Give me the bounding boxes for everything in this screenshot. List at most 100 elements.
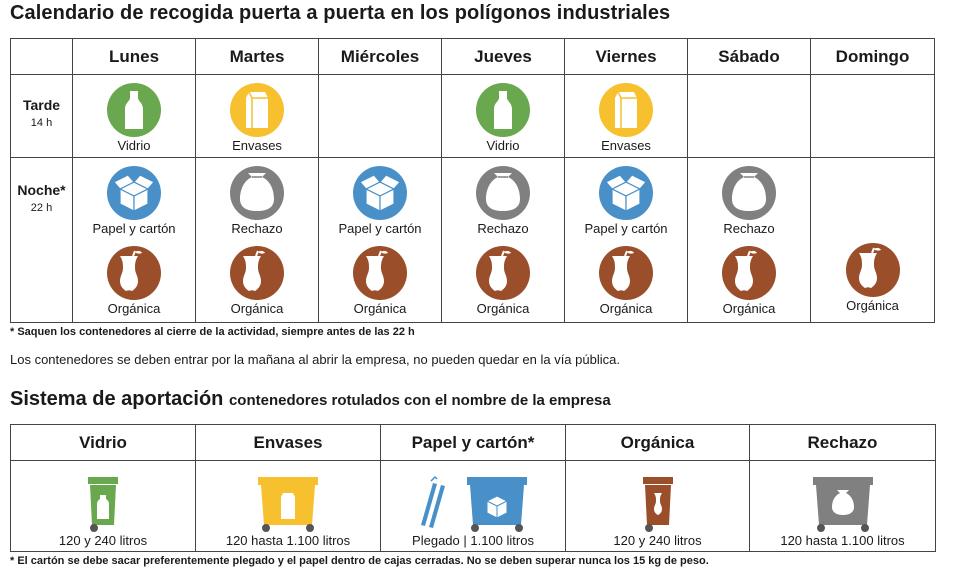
box-icon <box>107 166 161 220</box>
cell-miercoles-noche: Papel y cartón Orgánica <box>318 157 442 323</box>
cell-lunes-noche: Papel y cartón Orgánica <box>72 157 196 323</box>
cell-lunes-tarde: Vidrio <box>72 74 196 158</box>
containers-row: 120 y 240 litros 120 hasta 1.100 litros <box>10 460 936 552</box>
waste-label: Orgánica <box>230 301 284 316</box>
container-header: Envases <box>195 424 381 461</box>
waste-label: Papel y cartón <box>338 221 422 236</box>
waste-label: Vidrio <box>486 138 520 153</box>
apple-core-icon <box>845 243 900 297</box>
noche-row: Noche* 22 h Papel y cartón Orgánica Rech… <box>10 157 935 323</box>
apple-core-icon <box>107 246 161 300</box>
cell-viernes-noche: Papel y cartón Orgánica <box>564 157 688 323</box>
bottle-icon <box>476 83 530 137</box>
container-desc: Plegado | 1.100 litros <box>412 533 534 548</box>
box-icon <box>353 166 407 220</box>
container-cell-vidrio: 120 y 240 litros <box>10 460 196 552</box>
box-icon <box>599 166 653 220</box>
yellow-bin-icon <box>258 477 318 532</box>
apple-core-icon <box>353 246 407 300</box>
container-cell-envases: 120 hasta 1.100 litros <box>195 460 381 552</box>
day-header: Martes <box>195 38 319 75</box>
waste-label: Orgánica <box>722 301 776 316</box>
tarde-label: Tarde <box>22 97 61 113</box>
apple-core-icon <box>599 246 653 300</box>
waste-label: Orgánica <box>846 298 899 313</box>
container-cell-organica: 120 y 240 litros <box>565 460 750 552</box>
trash-bag-icon <box>476 166 530 220</box>
bottle-icon <box>107 83 161 137</box>
container-cell-rechazo: 120 hasta 1.100 litros <box>749 460 936 552</box>
noche-time: 22 h <box>30 202 53 214</box>
container-header-text: Papel y cartón <box>411 432 528 452</box>
day-header: Domingo <box>810 38 935 75</box>
container-header: Papel y cartón* <box>380 424 566 461</box>
waste-label: Rechazo <box>477 221 529 236</box>
footnote-schedule: * Saquen los contenedores al cierre de l… <box>10 326 415 338</box>
section-title: Sistema de aportación contenedores rotul… <box>10 388 611 411</box>
carton-icon <box>599 83 653 137</box>
cell-domingo-noche: Orgánica <box>810 157 935 323</box>
waste-label: Orgánica <box>476 301 530 316</box>
tarde-row: Tarde 14 h Vidrio Envases Vidrio Envases <box>10 74 935 158</box>
containers-header-row: Vidrio Envases Papel y cartón* Orgánica … <box>10 424 936 461</box>
container-cell-papel: Plegado | 1.100 litros <box>380 460 566 552</box>
folded-cardboard-icon <box>421 475 445 528</box>
carton-icon <box>230 83 284 137</box>
container-desc: 120 y 240 litros <box>613 533 702 548</box>
noche-label: Noche <box>17 182 61 198</box>
container-header-asterisk: * <box>527 432 535 452</box>
waste-label: Orgánica <box>599 301 653 316</box>
cell-domingo-tarde <box>810 74 935 158</box>
cell-miercoles-tarde <box>318 74 442 158</box>
trash-bag-icon <box>230 166 284 220</box>
section-subtitle: contenedores rotulados con el nombre de … <box>228 392 611 409</box>
cell-martes-tarde: Envases <box>195 74 319 158</box>
container-header: Rechazo <box>749 424 936 461</box>
waste-label: Papel y cartón <box>92 221 176 236</box>
day-header: Viernes <box>564 38 688 75</box>
tarde-time: 14 h <box>30 117 53 129</box>
container-header: Vidrio <box>10 424 196 461</box>
cell-sabado-tarde <box>687 74 811 158</box>
apple-core-icon <box>476 246 530 300</box>
cell-viernes-tarde: Envases <box>564 74 688 158</box>
apple-core-icon <box>230 246 284 300</box>
apple-core-icon <box>722 246 776 300</box>
green-bin-icon <box>88 477 118 532</box>
cell-sabado-noche: Rechazo Orgánica <box>687 157 811 323</box>
waste-label: Orgánica <box>107 301 161 316</box>
container-desc: 120 y 240 litros <box>58 533 148 548</box>
tarde-row-header: Tarde 14 h <box>10 74 73 158</box>
waste-label: Rechazo <box>231 221 283 236</box>
info-note: Los contenedores se deben entrar por la … <box>10 352 620 367</box>
day-header: Jueves <box>441 38 565 75</box>
section-title-main: Sistema de aportación <box>10 388 224 410</box>
footnote-cardboard: * El cartón se debe sacar preferentement… <box>10 555 709 567</box>
calendar-table: Lunes Martes Miércoles Jueves Viernes Sá… <box>10 38 935 323</box>
corner-cell <box>10 38 73 75</box>
containers-table: Vidrio Envases Papel y cartón* Orgánica … <box>10 424 936 552</box>
noche-row-header: Noche* 22 h <box>10 157 73 323</box>
calendar-header-row: Lunes Martes Miércoles Jueves Viernes Sá… <box>10 38 935 75</box>
blue-bin-icon <box>467 477 527 532</box>
waste-label: Papel y cartón <box>584 221 668 236</box>
gray-bin-icon <box>812 477 873 532</box>
container-header: Orgánica <box>565 424 750 461</box>
day-header: Miércoles <box>318 38 442 75</box>
waste-label: Envases <box>601 138 651 153</box>
page-title: Calendario de recogida puerta a puerta e… <box>10 2 671 24</box>
waste-label: Vidrio <box>117 138 151 153</box>
cell-jueves-tarde: Vidrio <box>441 74 565 158</box>
noche-asterisk: * <box>60 182 66 198</box>
cell-martes-noche: Rechazo Orgánica <box>195 157 319 323</box>
cell-jueves-noche: Rechazo Orgánica <box>441 157 565 323</box>
waste-label: Orgánica <box>353 301 407 316</box>
day-header: Lunes <box>72 38 196 75</box>
container-desc: 120 hasta 1.100 litros <box>225 533 351 548</box>
waste-label: Rechazo <box>723 221 775 236</box>
brown-bin-icon <box>642 477 673 532</box>
trash-bag-icon <box>722 166 776 220</box>
day-header: Sábado <box>687 38 811 75</box>
waste-label: Envases <box>232 138 282 153</box>
container-desc: 120 hasta 1.100 litros <box>780 533 905 548</box>
